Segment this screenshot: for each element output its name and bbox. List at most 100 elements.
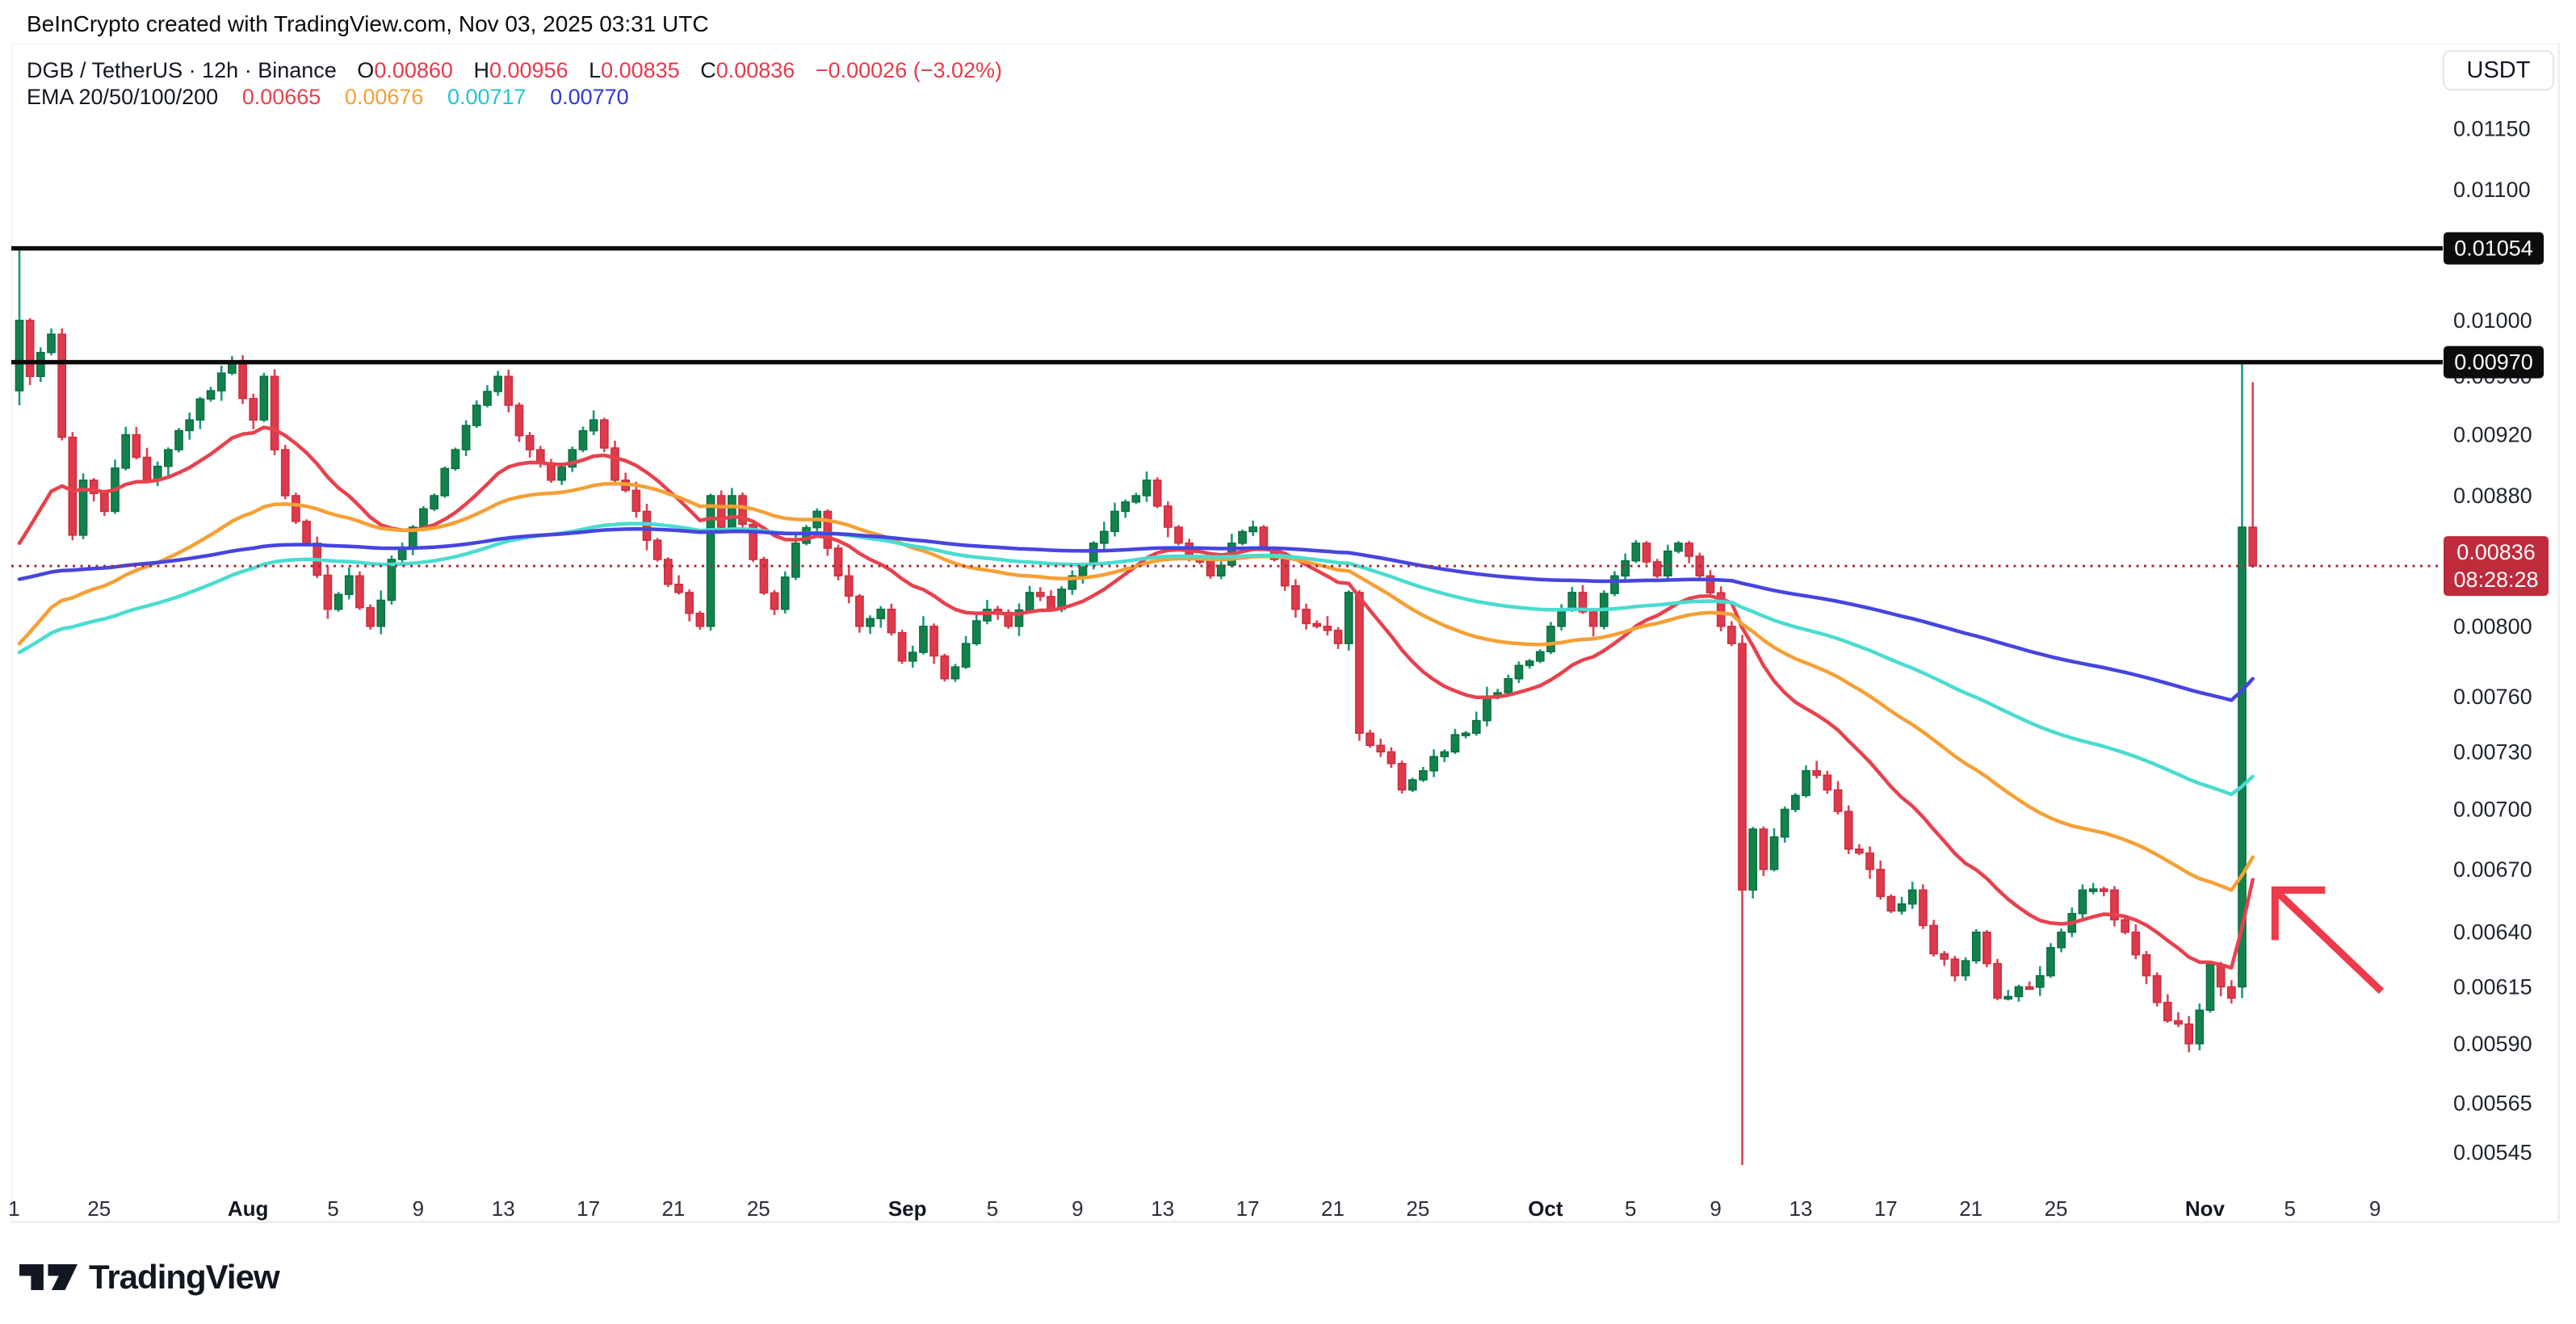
candle — [36, 351, 45, 377]
candle — [897, 631, 907, 662]
last-price-badge: 0.00836 08:28:28 — [2444, 536, 2549, 597]
candle — [1099, 530, 1109, 544]
candle — [1812, 769, 1822, 776]
candle — [238, 361, 247, 400]
time-label-oct: Oct — [1528, 1196, 1563, 1221]
candle — [1929, 924, 1938, 955]
time-label-aug: Aug — [228, 1196, 269, 1221]
candle — [1429, 756, 1438, 772]
candle — [2014, 986, 2024, 998]
candle — [185, 419, 195, 432]
badge-bg — [2444, 536, 2549, 597]
candle — [2248, 526, 2258, 567]
ema-indicator-label[interactable]: EMA 20/50/100/200 — [27, 85, 219, 109]
time-label-17: 17 — [577, 1196, 600, 1221]
candle — [1471, 719, 1481, 734]
candle — [1238, 530, 1247, 544]
candle — [876, 608, 886, 619]
candle — [302, 521, 311, 544]
brand-logo[interactable]: TradingView — [19, 1258, 280, 1297]
candle — [971, 620, 981, 644]
badge-bg — [2444, 232, 2544, 265]
time-label-13: 13 — [492, 1196, 515, 1221]
annotation-arrow[interactable] — [2271, 886, 2385, 995]
candle — [866, 618, 875, 627]
candle — [1035, 592, 1045, 597]
candle — [355, 575, 364, 609]
symbol-title[interactable]: DGB / TetherUS — [27, 58, 183, 82]
candle — [961, 643, 971, 668]
tradingview-mark-icon — [19, 1263, 78, 1291]
candle — [1876, 869, 1886, 898]
level-price-badge: 0.01054 — [2444, 232, 2544, 265]
ema-100-line — [17, 522, 2255, 797]
candle — [664, 559, 673, 585]
candle — [1152, 480, 1162, 507]
chart-card — [11, 44, 2560, 1223]
candle — [695, 612, 705, 627]
candle — [514, 404, 524, 437]
time-axis[interactable] — [11, 1192, 2443, 1221]
candle — [802, 526, 811, 544]
candle — [1769, 836, 1779, 870]
candle — [2110, 889, 2119, 921]
candle — [1791, 794, 1800, 811]
price-tick-label: 0.00670 — [2453, 857, 2532, 882]
currency-toggle-button[interactable]: USDT — [2443, 50, 2554, 90]
attribution-text: BeInCrypto created with TradingView.com,… — [27, 11, 709, 36]
candle — [1525, 660, 1534, 667]
open-label: O — [357, 58, 375, 82]
candle — [47, 333, 56, 354]
price-tick-label: 0.00590 — [2453, 1032, 2532, 1056]
open-value: 0.00860 — [374, 58, 453, 82]
candle — [493, 375, 502, 392]
candle — [1068, 575, 1077, 590]
close-value: 0.00836 — [715, 58, 795, 82]
candle — [1621, 559, 1630, 577]
interval-label[interactable]: 12h — [202, 58, 239, 82]
badge-countdown-text: 08:28:28 — [2453, 568, 2538, 592]
candle — [685, 592, 694, 614]
candle — [1919, 889, 1928, 927]
candle — [15, 320, 24, 392]
candle — [1535, 651, 1545, 662]
price-tick-label: 0.01100 — [2453, 178, 2531, 202]
time-label-25: 25 — [1406, 1196, 1429, 1221]
price-tick-label: 0.00640 — [2453, 920, 2532, 945]
candle — [2003, 995, 2013, 1000]
candle — [2205, 964, 2215, 1012]
candle — [1216, 564, 1226, 577]
candle — [440, 467, 450, 497]
low-value: 0.00835 — [601, 58, 680, 82]
candle — [2035, 974, 2045, 988]
high-value: 0.00956 — [489, 58, 568, 82]
candle — [1865, 852, 1874, 870]
candle — [376, 599, 386, 627]
candle — [791, 543, 800, 578]
candle — [1280, 559, 1290, 587]
price-tick-label: 0.00800 — [2453, 614, 2532, 639]
candle — [759, 559, 769, 594]
candle — [887, 608, 896, 634]
legend-symbol-row: DGB / TetherUS · 12h · Binance O0.00860 … — [27, 58, 1002, 83]
time-label-25: 25 — [87, 1196, 111, 1221]
ema200-value: 0.00770 — [550, 85, 629, 109]
candle — [1716, 592, 1726, 627]
candle — [78, 480, 88, 536]
candle — [525, 434, 535, 450]
candle — [344, 575, 354, 596]
candle — [1408, 779, 1417, 791]
candle — [504, 375, 514, 406]
candle — [1567, 592, 1577, 610]
candle — [99, 492, 109, 513]
candle — [1961, 960, 1970, 977]
candle — [1110, 510, 1119, 533]
candle — [844, 575, 854, 597]
time-label-sep: Sep — [888, 1196, 927, 1221]
time-label-9: 9 — [1072, 1196, 1083, 1221]
candle — [2088, 888, 2098, 892]
candle — [430, 495, 438, 510]
candle — [1982, 931, 1991, 965]
candle — [270, 375, 279, 450]
